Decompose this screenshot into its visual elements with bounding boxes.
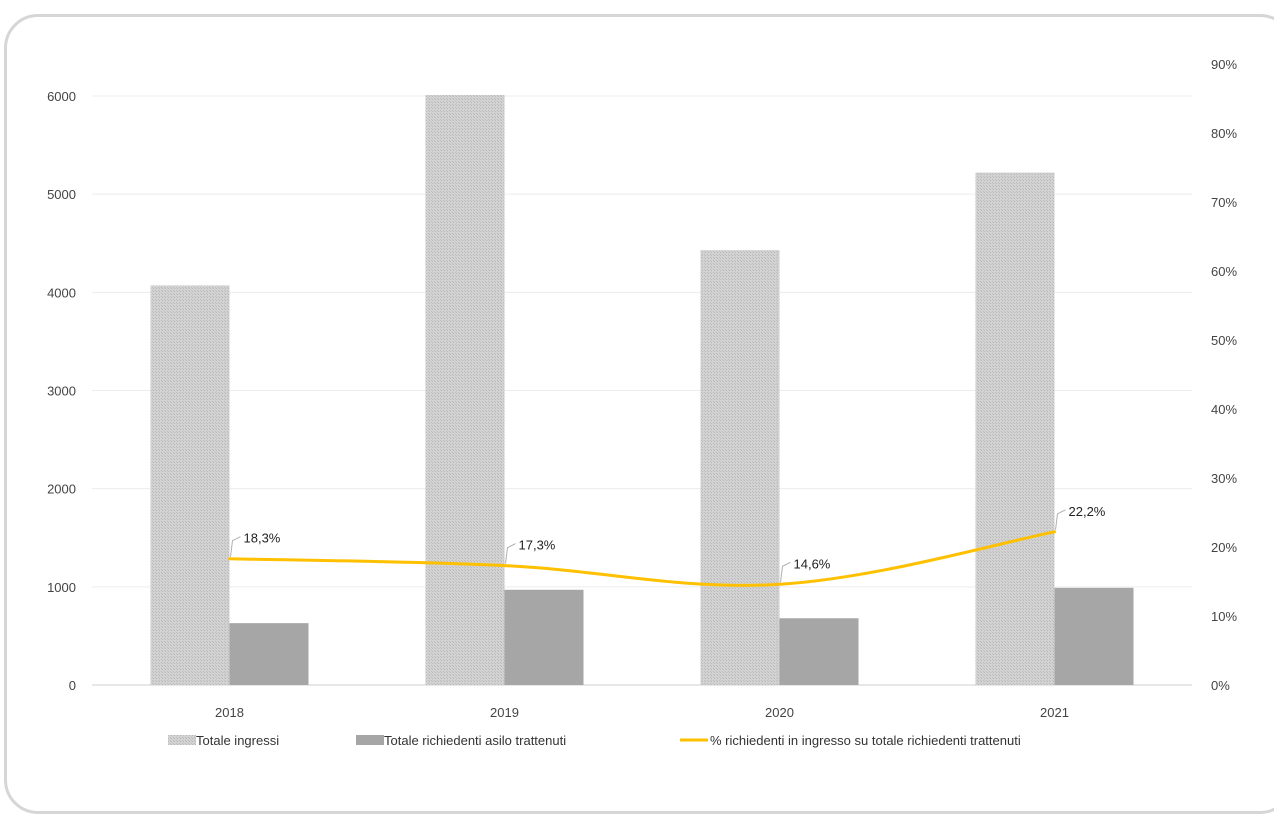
legend-label: % richiedenti in ingresso su totale rich… — [710, 733, 1021, 748]
y-left-tick-label: 0 — [69, 678, 76, 693]
y-right-tick-label: 40% — [1211, 402, 1237, 417]
combo-chart: 18,3% 17,3% 14,6% 22,2% 0 1000 2000 3000 4000 50… — [47, 57, 1237, 748]
y-right-tick-label: 90% — [1211, 57, 1237, 72]
legend-label: Totale ingressi — [196, 733, 279, 748]
y-left-tick-label: 6000 — [47, 89, 76, 104]
data-label: 17,3% — [519, 538, 556, 553]
percent-line — [228, 530, 1056, 587]
y-right-tick-label: 70% — [1211, 195, 1237, 210]
x-tick-label: 2019 — [490, 705, 519, 720]
legend-item: % richiedenti in ingresso su totale rich… — [680, 733, 1021, 748]
bar — [1054, 587, 1134, 685]
data-label: 22,2% — [1069, 504, 1106, 519]
data-label-leader — [230, 536, 241, 557]
axes: 0 1000 2000 3000 4000 5000 6000 0% 10% 20% 30% 40% 5… — [47, 57, 1237, 720]
bar — [504, 589, 584, 685]
legend: Totale ingressi Totale richiedenti asilo … — [168, 733, 1021, 748]
y-right-tick-label: 80% — [1211, 126, 1237, 141]
y-right-tick-label: 50% — [1211, 333, 1237, 348]
y-left-tick-label: 3000 — [47, 384, 76, 399]
y-left-tick-label: 2000 — [47, 482, 76, 497]
legend-label: Totale richiedenti asilo trattenuti — [384, 733, 566, 748]
data-label: 14,6% — [794, 556, 831, 571]
y-right-tick-label: 0% — [1211, 678, 1230, 693]
y-right-tick-label: 20% — [1211, 540, 1237, 555]
y-right-tick-label: 30% — [1211, 471, 1237, 486]
legend-swatch — [168, 735, 196, 745]
y-left-tick-label: 1000 — [47, 580, 76, 595]
bar — [229, 623, 309, 685]
data-label: 18,3% — [244, 531, 281, 546]
y-left-tick-label: 5000 — [47, 187, 76, 202]
data-label-leader — [505, 543, 516, 564]
bar — [150, 285, 230, 685]
line-series: 18,3% 17,3% 14,6% 22,2% — [228, 504, 1106, 587]
x-tick-label: 2020 — [765, 705, 794, 720]
legend-item: Totale ingressi — [168, 733, 279, 748]
y-right-tick-label: 60% — [1211, 264, 1237, 279]
x-tick-label: 2018 — [215, 705, 244, 720]
y-left-tick-label: 4000 — [47, 285, 76, 300]
x-tick-label: 2021 — [1040, 705, 1069, 720]
data-label-leader — [780, 561, 791, 583]
bar — [425, 95, 505, 686]
bar — [975, 172, 1055, 685]
y-right-tick-label: 10% — [1211, 609, 1237, 624]
bar — [779, 618, 859, 685]
bar — [700, 250, 780, 685]
data-label-leader — [1055, 509, 1066, 530]
legend-swatch — [356, 735, 384, 745]
bars — [150, 95, 1134, 686]
legend-item: Totale richiedenti asilo trattenuti — [356, 733, 566, 748]
